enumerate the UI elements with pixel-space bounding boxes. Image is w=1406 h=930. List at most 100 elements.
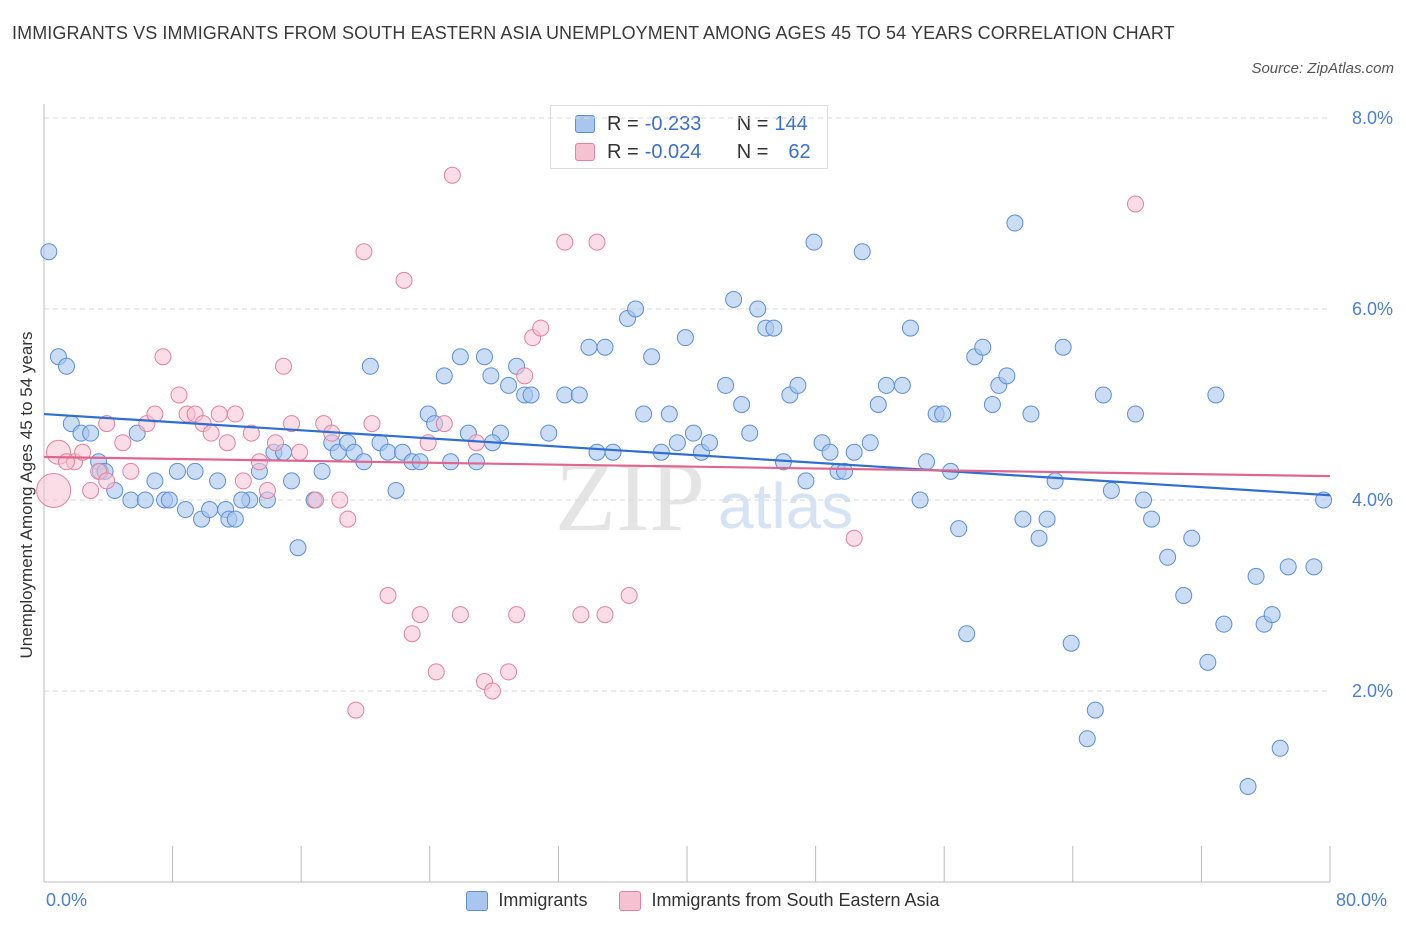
data-point-sea <box>443 166 461 184</box>
data-point-immigrants <box>209 472 227 490</box>
data-point-immigrants <box>201 501 219 519</box>
data-point-immigrants <box>950 520 968 538</box>
data-point-immigrants <box>1030 529 1048 547</box>
data-point-immigrants <box>660 405 678 423</box>
data-point-immigrants <box>604 443 622 461</box>
y-tick-label: 8.0% <box>1352 108 1393 128</box>
data-point-immigrants <box>1102 481 1120 499</box>
legend-swatch-blue <box>466 890 489 911</box>
data-point-immigrants <box>435 367 453 385</box>
data-point-immigrants <box>1006 214 1024 232</box>
data-point-immigrants <box>40 243 58 261</box>
chart-title: IMMIGRANTS VS IMMIGRANTS FROM SOUTH EAST… <box>12 23 1175 43</box>
data-point-sea <box>234 472 252 490</box>
series-legend: Immigrants Immigrants from South Eastern… <box>0 890 1406 911</box>
data-point-sea <box>82 481 100 499</box>
data-point-immigrants <box>82 424 100 442</box>
data-point-sea <box>596 606 614 624</box>
legend-r-value: -0.024 <box>644 140 702 163</box>
data-point-immigrants <box>717 376 735 394</box>
data-point-sea <box>202 424 220 442</box>
data-point-sea <box>572 606 590 624</box>
data-point-sea <box>845 529 863 547</box>
data-point-sea <box>355 243 373 261</box>
source-label: Source: ZipAtlas.com <box>1251 60 1394 77</box>
data-point-immigrants <box>668 434 686 452</box>
data-point-sea <box>307 491 325 509</box>
data-point-sea <box>483 682 501 700</box>
legend-swatch-pink <box>619 890 642 911</box>
data-point-immigrants <box>1078 730 1096 748</box>
data-point-immigrants <box>635 405 653 423</box>
legend-item-immigrants[interactable]: Immigrants <box>466 890 587 911</box>
data-point-immigrants <box>556 386 574 404</box>
data-point-sea <box>1126 195 1144 213</box>
data-point-immigrants <box>861 434 879 452</box>
data-point-immigrants <box>1014 510 1032 528</box>
data-point-immigrants <box>1247 567 1265 585</box>
data-point-immigrants <box>1046 472 1064 490</box>
data-point-immigrants <box>901 319 919 337</box>
x-tick-label-min: 0.0% <box>46 890 88 910</box>
data-point-sea <box>500 663 518 681</box>
data-point-sea <box>620 587 638 604</box>
data-point-immigrants <box>1279 558 1297 576</box>
data-point-sea <box>556 233 574 251</box>
data-point-immigrants <box>893 376 911 394</box>
data-point-immigrants <box>283 472 301 490</box>
data-point-immigrants <box>1199 653 1217 671</box>
legend-n-value: 62 <box>788 140 811 163</box>
data-point-immigrants <box>701 434 719 452</box>
data-point-sea <box>411 606 429 624</box>
data-point-immigrants <box>1215 615 1233 633</box>
data-point-immigrants <box>877 376 895 394</box>
data-point-immigrants <box>1054 338 1072 356</box>
data-point-immigrants <box>1207 386 1225 404</box>
data-point-immigrants <box>289 539 307 557</box>
legend-row-sea: R = -0.024 N = 62 <box>575 140 811 164</box>
data-point-immigrants <box>741 424 759 442</box>
data-point-immigrants <box>500 376 518 394</box>
data-point-immigrants <box>160 491 178 509</box>
y-tick-label: 2.0% <box>1352 681 1393 701</box>
data-point-sea <box>291 443 309 461</box>
y-axis-label: Unemployment Among Ages 45 to 54 years <box>17 331 36 659</box>
legend-label-sea: Immigrants from South Eastern Asia <box>651 890 940 910</box>
data-point-immigrants <box>998 367 1016 385</box>
data-point-immigrants <box>725 290 743 308</box>
data-point-immigrants <box>983 396 1001 413</box>
data-point-sea <box>242 424 260 442</box>
data-point-immigrants <box>1126 405 1144 423</box>
data-point-immigrants <box>805 233 823 251</box>
data-point-sea <box>403 625 421 643</box>
watermark-zip: ZIP <box>555 441 705 552</box>
data-point-immigrants <box>168 462 186 480</box>
data-point-immigrants <box>313 462 331 480</box>
data-point-immigrants <box>58 357 76 375</box>
data-point-immigrants <box>580 338 598 356</box>
data-point-sea <box>588 233 606 251</box>
legend-n-label: N = <box>736 140 769 163</box>
data-point-immigrants <box>911 491 929 509</box>
data-point-sea <box>122 462 140 480</box>
data-point-immigrants <box>845 443 863 461</box>
data-point-sea <box>154 348 172 366</box>
data-point-sea <box>532 319 550 337</box>
data-point-immigrants <box>1175 587 1193 604</box>
data-point-immigrants <box>387 481 405 499</box>
data-point-sea <box>74 443 92 461</box>
trend-line-immigrants <box>43 412 1331 497</box>
data-point-sea <box>331 491 349 509</box>
data-point-sea <box>395 271 413 289</box>
data-point-immigrants <box>570 386 588 404</box>
legend-swatch-pink <box>575 143 595 161</box>
data-point-sea <box>114 434 132 452</box>
data-point-immigrants <box>1135 491 1153 509</box>
x-tick-label-max: 80.0% <box>1336 890 1388 910</box>
data-point-immigrants <box>1022 405 1040 423</box>
legend-item-sea[interactable]: Immigrants from South Eastern Asia <box>619 890 940 911</box>
legend-swatch-blue <box>575 115 595 133</box>
data-point-immigrants <box>789 376 807 394</box>
data-point-sea <box>36 472 72 508</box>
